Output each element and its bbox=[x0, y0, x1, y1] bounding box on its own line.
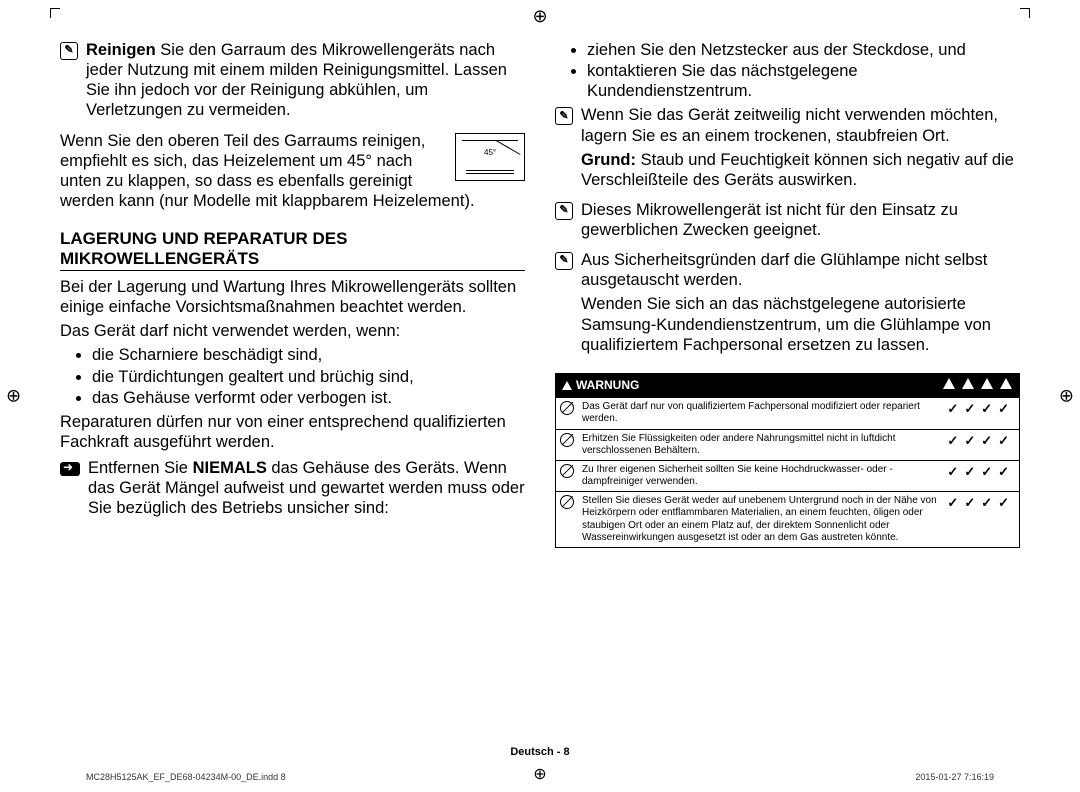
niemals-note: Entfernen Sie NIEMALS das Gehäuse des Ge… bbox=[60, 458, 525, 522]
right-bullets: ziehen Sie den Netzstecker aus der Steck… bbox=[587, 40, 1020, 101]
left-column: ✎ Reinigen Sie den Garraum des Mikrowell… bbox=[60, 40, 525, 752]
arrow-icon bbox=[60, 462, 80, 476]
niemals-bold: NIEMALS bbox=[193, 459, 267, 477]
page-content: ✎ Reinigen Sie den Garraum des Mikrowell… bbox=[60, 40, 1020, 752]
warning-row: Stellen Sie dieses Gerät weder auf unebe… bbox=[556, 492, 1020, 548]
check-marks: ✓✓✓✓ bbox=[943, 398, 1019, 429]
bullet-item: das Gehäuse verformt oder verbogen ist. bbox=[92, 388, 525, 408]
note-2-text: Dieses Mikrowellengerät ist nicht für de… bbox=[581, 200, 1020, 240]
warning-header-icons bbox=[942, 378, 1013, 393]
crop-mark-right: ⊕ bbox=[1059, 386, 1074, 407]
prohibit-icon bbox=[556, 460, 579, 491]
note-1: ✎ Wenn Sie das Gerät zeitweilig nicht ve… bbox=[555, 105, 1020, 194]
warning-row: Erhitzen Sie Flüssigkeiten oder andere N… bbox=[556, 429, 1020, 460]
warning-header-row: WARNUNG bbox=[556, 373, 1020, 397]
crop-corner-tr bbox=[1020, 8, 1030, 18]
not-use-text: Das Gerät darf nicht verwendet werden, w… bbox=[60, 321, 525, 341]
niemals-text: Entfernen Sie NIEMALS das Gehäuse des Ge… bbox=[88, 458, 525, 518]
note-3b-text: Wenden Sie sich an das nächstgelegene au… bbox=[581, 294, 1020, 354]
bullet-item: ziehen Sie den Netzstecker aus der Steck… bbox=[587, 40, 1020, 60]
check-marks: ✓✓✓✓ bbox=[943, 492, 1019, 548]
not-use-bullets: die Scharniere beschädigt sind, die Türd… bbox=[92, 345, 525, 407]
note-1-body: Wenn Sie das Gerät zeitweilig nicht verw… bbox=[581, 105, 1020, 194]
angle-diagram bbox=[455, 133, 525, 181]
warning-text: Das Gerät darf nur von qualifiziertem Fa… bbox=[578, 398, 943, 429]
niemals-pre: Entfernen Sie bbox=[88, 459, 193, 477]
grund-text: Grund: Staub und Feuchtigkeit können sic… bbox=[581, 150, 1020, 190]
oberer-teil-block: Wenn Sie den oberen Teil des Garraums re… bbox=[60, 131, 525, 212]
note-icon: ✎ bbox=[60, 42, 78, 60]
prohibit-icon bbox=[556, 492, 579, 548]
note-icon: ✎ bbox=[555, 107, 573, 125]
note-2: ✎ Dieses Mikrowellengerät ist nicht für … bbox=[555, 200, 1020, 244]
note-3-body: Aus Sicherheitsgründen darf die Glühlamp… bbox=[581, 250, 1020, 359]
prohibit-icon bbox=[556, 398, 579, 429]
grund-label: Grund: bbox=[581, 151, 636, 169]
page-footer: Deutsch - 8 bbox=[0, 746, 1080, 758]
reinigen-note: ✎ Reinigen Sie den Garraum des Mikrowell… bbox=[60, 40, 525, 125]
warning-text: Zu Ihrer eigenen Sicherheit sollten Sie … bbox=[578, 460, 943, 491]
warning-header: WARNUNG bbox=[556, 373, 1020, 397]
footer-file: MC28H5125AK_EF_DE68-04234M-00_DE.indd 8 bbox=[86, 772, 286, 782]
warning-text: Erhitzen Sie Flüssigkeiten oder andere N… bbox=[578, 429, 943, 460]
grund-body: Staub und Feuchtigkeit können sich negat… bbox=[581, 151, 1014, 189]
crop-mark-top: ⊕ bbox=[532, 6, 547, 27]
note-3a-text: Aus Sicherheitsgründen darf die Glühlamp… bbox=[581, 250, 1020, 290]
note-3: ✎ Aus Sicherheitsgründen darf die Glühla… bbox=[555, 250, 1020, 359]
crop-mark-bottom: ⊕ bbox=[533, 764, 546, 784]
warning-row: Das Gerät darf nur von qualifiziertem Fa… bbox=[556, 398, 1020, 429]
bullet-item: kontaktieren Sie das nächstgelegene Kund… bbox=[587, 61, 1020, 101]
note-1-text: Wenn Sie das Gerät zeitweilig nicht verw… bbox=[581, 105, 1020, 145]
repairs-text: Reparaturen dürfen nur von einer entspre… bbox=[60, 412, 525, 452]
crop-corner-tl bbox=[50, 8, 60, 18]
check-marks: ✓✓✓✓ bbox=[943, 429, 1019, 460]
warning-triangle-icon bbox=[562, 381, 572, 390]
check-marks: ✓✓✓✓ bbox=[943, 460, 1019, 491]
note-icon: ✎ bbox=[555, 252, 573, 270]
warning-text: Stellen Sie dieses Gerät weder auf unebe… bbox=[578, 492, 943, 548]
right-column: ziehen Sie den Netzstecker aus der Steck… bbox=[555, 40, 1020, 752]
reinigen-label: Reinigen bbox=[86, 41, 156, 59]
bullet-item: die Scharniere beschädigt sind, bbox=[92, 345, 525, 365]
crop-mark-left: ⊕ bbox=[6, 386, 21, 407]
footer-date: 2015-01-27 7:16:19 bbox=[915, 772, 994, 782]
reinigen-text: Reinigen Sie den Garraum des Mikrowellen… bbox=[86, 40, 525, 121]
bullet-item: die Türdichtungen gealtert und brüchig s… bbox=[92, 367, 525, 387]
intro-text: Bei der Lagerung und Wartung Ihres Mikro… bbox=[60, 277, 525, 317]
prohibit-icon bbox=[556, 429, 579, 460]
warning-row: Zu Ihrer eigenen Sicherheit sollten Sie … bbox=[556, 460, 1020, 491]
section-heading: LAGERUNG UND REPARATUR DES MIKROWELLENGE… bbox=[60, 229, 525, 271]
note-icon: ✎ bbox=[555, 202, 573, 220]
warning-header-text: WARNUNG bbox=[576, 378, 639, 392]
warning-table: WARNUNG Das Gerät darf nur von qualifizi… bbox=[555, 373, 1020, 548]
